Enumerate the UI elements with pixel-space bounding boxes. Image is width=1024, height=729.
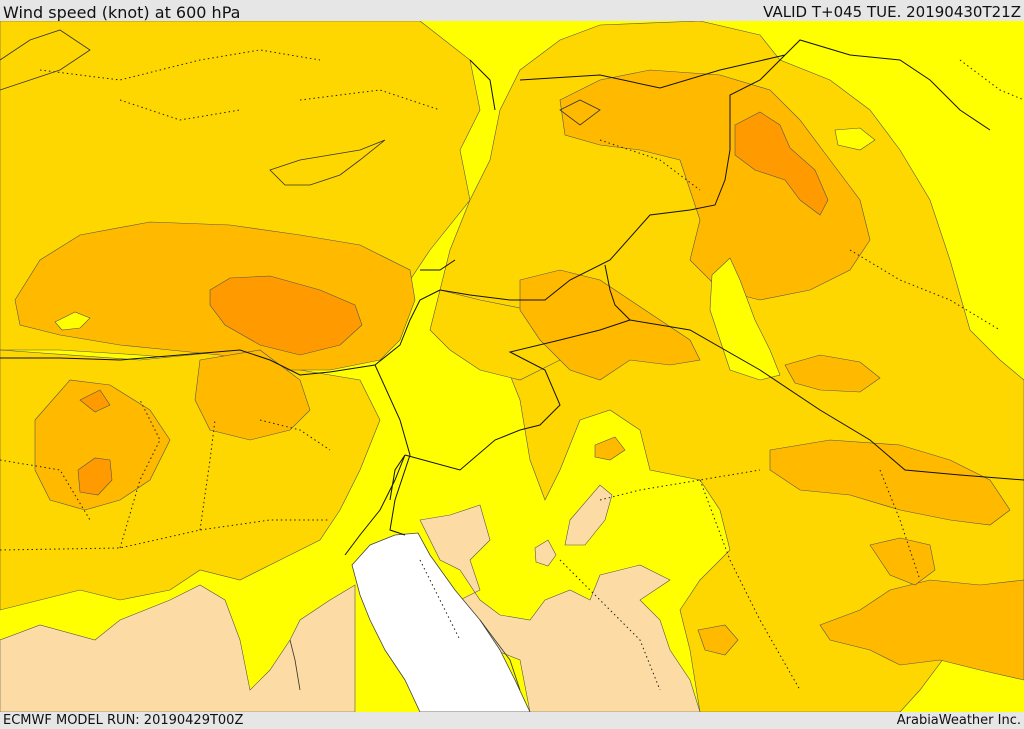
orange-patch-small-4 xyxy=(697,624,739,656)
valid-time: VALID T+045 TUE. 20190430T21Z xyxy=(763,3,1021,21)
beige-patch-2 xyxy=(534,539,557,567)
orange-zone-iraq xyxy=(559,69,871,301)
orange-zone-libya xyxy=(34,379,171,511)
red-sea-gap xyxy=(351,532,531,712)
model-run: ECMWF MODEL RUN: 20190429T00Z xyxy=(3,713,244,728)
orange-patch-small-3 xyxy=(594,436,626,461)
orange-patch-small-1 xyxy=(869,537,936,586)
orange-patch-small-2 xyxy=(784,354,881,393)
orange-zone-egypt-north xyxy=(194,349,311,441)
footer-bar: ECMWF MODEL RUN: 20190429T00Z ArabiaWeat… xyxy=(0,712,1024,729)
orange-zone-southeast xyxy=(819,579,1024,681)
map-svg xyxy=(0,21,1024,712)
yellow-hole-2 xyxy=(709,257,781,381)
orange-core-libya xyxy=(77,457,113,496)
orange-core-iraq xyxy=(734,111,829,216)
beige-zone-southeast xyxy=(419,504,701,712)
credit: ArabiaWeather Inc. xyxy=(896,713,1021,728)
orange-zone-saudi-east xyxy=(769,439,1011,526)
orange-core-libya-2 xyxy=(79,389,111,413)
yellow-hole-3 xyxy=(834,127,876,151)
yellow-hole-1 xyxy=(54,311,91,331)
map-title: Wind speed (knot) at 600 hPa xyxy=(3,3,241,22)
header-bar: Wind speed (knot) at 600 hPa VALID T+045… xyxy=(0,0,1024,21)
coastlines xyxy=(0,29,601,691)
wind-speed-map[interactable] xyxy=(0,21,1024,712)
dotted-boundaries xyxy=(0,49,1024,691)
orange-core-mediterranean xyxy=(209,275,363,356)
beige-zone-southwest xyxy=(0,584,356,712)
solid-boundaries xyxy=(0,39,1024,556)
orange-zone-jordan xyxy=(519,269,701,381)
